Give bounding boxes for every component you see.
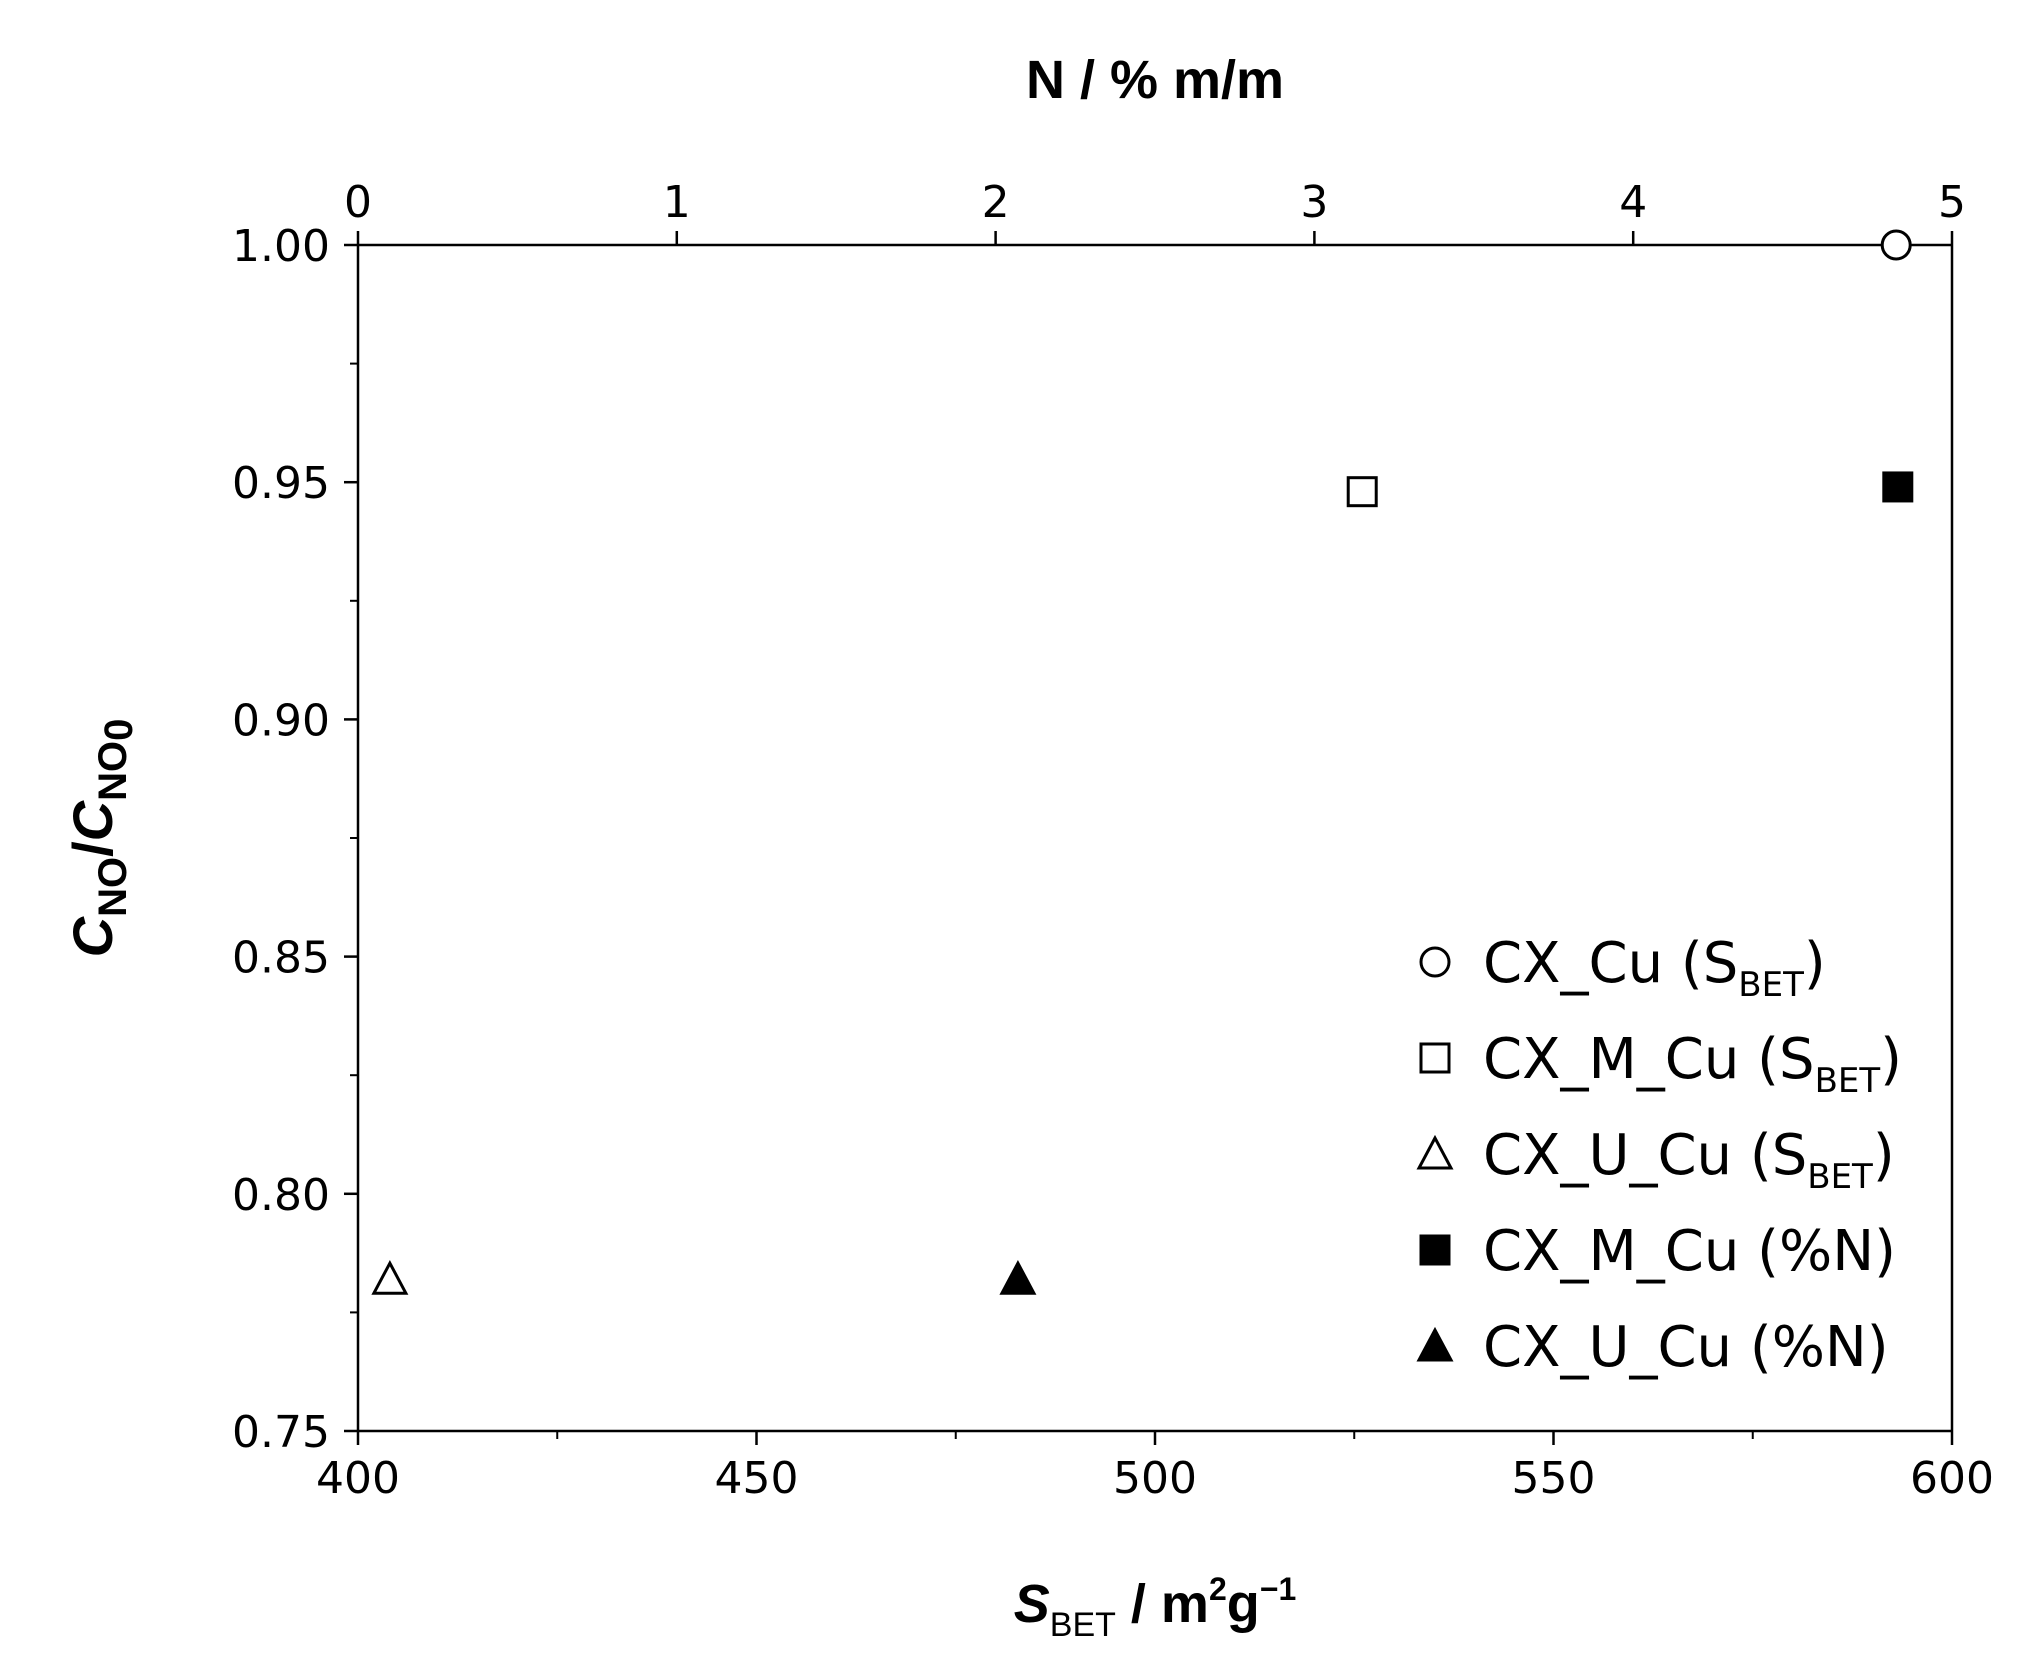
legend-label: CX_Cu (SBET)	[1483, 931, 1826, 1005]
data-point-triangle-filled	[999, 1260, 1037, 1295]
y-axis-title: CNO/CNO0	[61, 719, 141, 958]
legend-label: CX_M_Cu (SBET)	[1483, 1027, 1902, 1101]
y-tick-label: 0.85	[232, 933, 330, 984]
legend-label-name: CX_Cu (S	[1483, 931, 1738, 996]
x2-tick-label: 0	[344, 177, 372, 228]
x-axis-title-sub: BET	[1050, 1606, 1116, 1644]
legend-marker-triangle-open	[1416, 1134, 1454, 1170]
x-axis-title-mid: g	[1227, 1574, 1260, 1634]
legend-label-name: CX_U_Cu (S	[1483, 1123, 1807, 1188]
data-point-square-open	[1346, 476, 1378, 508]
legend-marker-triangle-filled	[1416, 1326, 1454, 1362]
x2-tick-label: 2	[982, 177, 1010, 228]
axis-ticks	[344, 231, 1954, 1445]
legend-label-sub: BET	[1738, 965, 1804, 1005]
data-points	[371, 229, 1914, 1295]
legend-label-name: CX_M_Cu (%N)	[1483, 1219, 1896, 1284]
x-axis-title-sup1: 2	[1209, 1571, 1227, 1607]
legend-label-tail: )	[1804, 931, 1826, 996]
legend-label-name: CX_U_Cu (%N)	[1483, 1315, 1889, 1380]
y-axis-title-sub2b: 0	[97, 719, 141, 741]
x-axis-title-sup2: −1	[1260, 1571, 1296, 1607]
legend-marker-square-filled	[1419, 1234, 1451, 1266]
y-tick-label: 0.90	[232, 695, 330, 746]
legend: CX_Cu (SBET)CX_M_Cu (SBET)CX_U_Cu (SBET)…	[1416, 931, 1902, 1380]
x2-tick-label: 1	[663, 177, 691, 228]
x-tick-label: 450	[715, 1453, 799, 1504]
tick-labels: 400 450 500 550 600 0 1 2 3 4 5 0.75 0.80 0.85 0.90 0.9…	[232, 177, 1994, 1504]
x2-tick-label: 5	[1938, 177, 1966, 228]
y-axis-title-c2: C	[61, 799, 124, 841]
x-axis-title-rest: / m	[1116, 1574, 1209, 1634]
legend-marker-circle-open	[1419, 946, 1451, 978]
legend-label-tail: )	[1880, 1027, 1902, 1092]
x-tick-label: 600	[1910, 1453, 1994, 1504]
data-point-triangle-open	[371, 1260, 409, 1295]
legend-label: CX_U_Cu (SBET)	[1483, 1123, 1895, 1197]
x-tick-label: 500	[1113, 1453, 1197, 1504]
y-axis-title-sub2: NO	[91, 741, 135, 801]
top-axis-title: N / % m/m	[1026, 50, 1284, 110]
y-tick-label: 0.95	[232, 458, 330, 509]
y-axis-title-slash: /	[61, 841, 124, 857]
legend-label-sub: BET	[1815, 1061, 1881, 1101]
y-axis-title-c1: C	[61, 915, 124, 957]
legend-label-name: CX_M_Cu (S	[1483, 1027, 1815, 1092]
legend-label: CX_U_Cu (%N)	[1483, 1315, 1889, 1380]
data-point-circle-open	[1880, 229, 1912, 261]
legend-label-sub: BET	[1807, 1157, 1873, 1197]
legend-label-tail: )	[1873, 1123, 1895, 1188]
y-tick-label: 0.80	[232, 1170, 330, 1221]
y-tick-label: 0.75	[232, 1407, 330, 1458]
x-tick-label: 550	[1512, 1453, 1596, 1504]
x2-tick-label: 3	[1300, 177, 1328, 228]
legend-marker-square-open	[1419, 1042, 1451, 1074]
x-axis-title-main: S	[1014, 1574, 1050, 1634]
data-point-square-filled	[1882, 471, 1914, 503]
x-tick-label: 400	[316, 1453, 400, 1504]
x2-tick-label: 4	[1619, 177, 1647, 228]
x-axis-title: SBET / m2g−1	[1014, 1571, 1296, 1644]
y-tick-label: 1.00	[232, 221, 330, 272]
y-axis-title-sub1: NO	[91, 857, 135, 917]
legend-label: CX_M_Cu (%N)	[1483, 1219, 1896, 1284]
